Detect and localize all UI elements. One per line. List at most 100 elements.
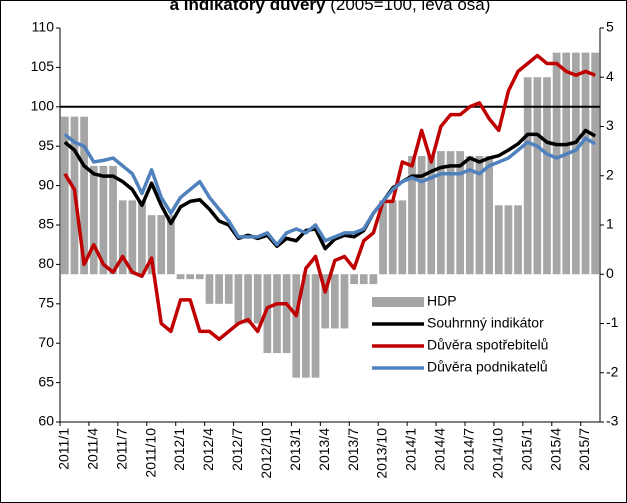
bar xyxy=(60,116,69,275)
y-tick-label: 80 xyxy=(38,255,54,271)
line xyxy=(63,133,597,247)
bar xyxy=(465,156,474,275)
bar xyxy=(330,274,339,329)
bar xyxy=(292,274,301,378)
bar xyxy=(359,274,368,285)
bar xyxy=(485,156,493,275)
y2-tick-label: -1 xyxy=(606,314,619,330)
x-tick-label: 2012/7 xyxy=(229,428,245,471)
x-tick-label: 2011/1 xyxy=(56,428,72,470)
x-tick-label: 2013/4 xyxy=(316,428,332,471)
y-tick-label: 90 xyxy=(38,176,54,192)
y-tick-label: 75 xyxy=(38,295,54,311)
bar xyxy=(446,151,455,275)
line xyxy=(63,128,597,251)
bar xyxy=(282,274,291,354)
bar xyxy=(388,200,397,275)
x-tick-label: 2014/7 xyxy=(461,428,477,471)
bar xyxy=(504,205,513,275)
x-tick-label: 2015/1 xyxy=(518,428,534,471)
bar xyxy=(109,165,117,275)
y-tick-label: 95 xyxy=(38,137,54,153)
bar xyxy=(475,156,484,275)
bar xyxy=(562,52,571,275)
x-tick-label: 2012/1 xyxy=(171,428,187,471)
y2-tick-label: 0 xyxy=(606,265,614,281)
bar xyxy=(138,200,146,275)
bar xyxy=(321,274,330,329)
bar xyxy=(176,274,185,280)
y2-tick-label: 4 xyxy=(606,68,614,84)
bar xyxy=(195,274,204,280)
bar xyxy=(302,274,310,378)
y-tick-label: 65 xyxy=(38,373,54,389)
bar xyxy=(514,205,522,275)
bar xyxy=(408,156,416,275)
y-tick-label: 105 xyxy=(31,58,55,74)
y-tick-label: 100 xyxy=(31,98,55,114)
x-tick-label: 2013/10 xyxy=(374,428,390,479)
bar xyxy=(224,274,233,304)
x-tick-label: 2013/1 xyxy=(287,428,303,471)
bar xyxy=(398,200,407,275)
legend-label: Důvěra podnikatelů xyxy=(427,359,548,375)
y2-tick-label: 2 xyxy=(606,166,614,182)
bar xyxy=(118,200,127,275)
x-tick-label: 2012/4 xyxy=(200,428,216,471)
bar xyxy=(572,52,580,275)
bar xyxy=(253,274,262,324)
bar xyxy=(437,151,445,275)
bar xyxy=(186,274,195,280)
bar xyxy=(533,77,542,275)
bar xyxy=(427,156,436,275)
x-tick-label: 2011/10 xyxy=(142,428,158,478)
bar xyxy=(147,215,156,275)
bar xyxy=(552,52,561,275)
bar xyxy=(89,165,98,275)
bar xyxy=(263,274,272,354)
x-tick-label: 2011/7 xyxy=(113,428,129,470)
y-tick-label: 110 xyxy=(32,19,55,35)
legend-swatch xyxy=(372,297,424,307)
x-tick-label: 2015/4 xyxy=(547,428,563,471)
bar xyxy=(523,77,532,275)
bar xyxy=(234,274,243,324)
bar xyxy=(244,274,252,324)
y2-tick-label: 3 xyxy=(606,117,614,133)
y2-tick-label: 5 xyxy=(606,19,614,35)
bar xyxy=(205,274,214,304)
bar xyxy=(456,151,465,275)
bar xyxy=(215,274,223,304)
bar xyxy=(543,77,551,275)
bar xyxy=(157,215,166,275)
x-tick-label: 2015/7 xyxy=(576,428,592,471)
y-tick-label: 70 xyxy=(38,334,54,350)
y2-tick-label: -2 xyxy=(606,363,619,379)
bar xyxy=(167,215,175,275)
legend-label: HDP xyxy=(427,293,457,309)
y-tick-label: 60 xyxy=(38,413,54,429)
bar xyxy=(494,205,503,275)
chart-title: a indikátory důvěry (2005=100, levá osa) xyxy=(170,0,491,14)
bar xyxy=(80,116,88,275)
bar xyxy=(128,200,137,275)
line xyxy=(63,53,596,342)
bar xyxy=(311,274,320,378)
y-tick-label: 85 xyxy=(38,216,54,232)
x-tick-label: 2013/7 xyxy=(345,428,361,471)
bar xyxy=(340,274,349,329)
x-tick-label: 2014/10 xyxy=(489,428,505,479)
bar xyxy=(350,274,358,285)
x-tick-label: 2014/4 xyxy=(432,428,448,471)
legend-label: Důvěra spotřebitelů xyxy=(427,337,548,353)
bar xyxy=(379,200,387,275)
legend-label: Souhrnný indikátor xyxy=(427,315,544,331)
bar xyxy=(591,52,600,275)
bar xyxy=(99,165,108,275)
x-tick-label: 2014/1 xyxy=(403,428,419,471)
bar xyxy=(417,156,426,275)
y2-tick-label: -3 xyxy=(606,413,619,429)
bar xyxy=(581,52,590,275)
bar xyxy=(273,274,281,354)
